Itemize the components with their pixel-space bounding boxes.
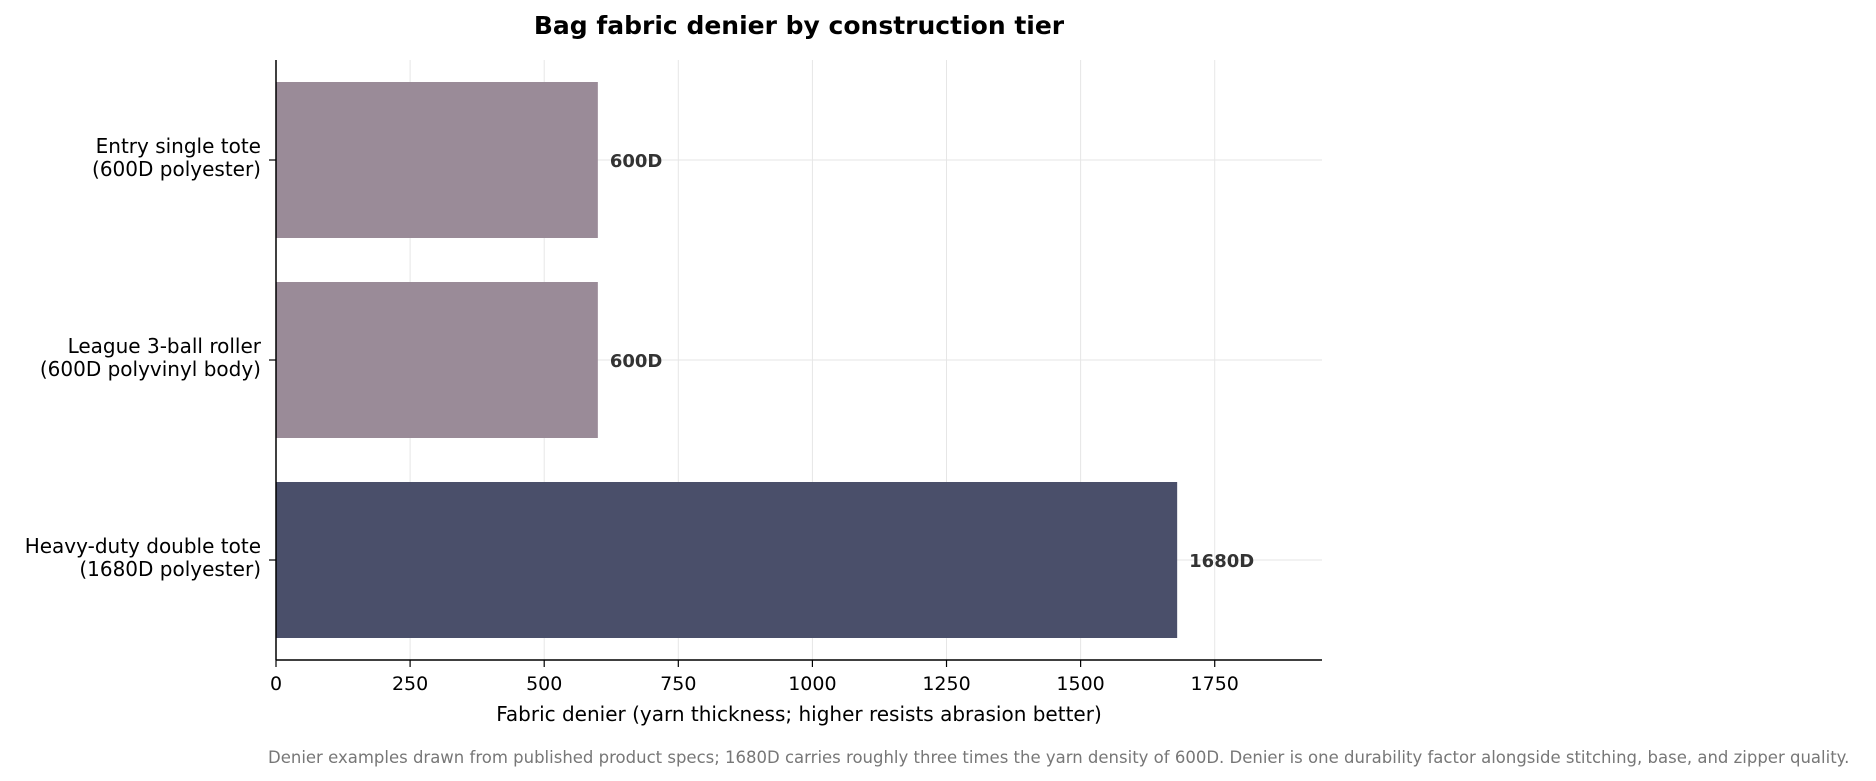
x-tick-label: 750: [660, 673, 696, 695]
y-tick-label: (600D polyester): [92, 157, 261, 181]
axis-layer: 0 250 500 750 1000 1250 1500 1750 Entry single t…: [25, 60, 1322, 695]
x-tick-label: 250: [392, 673, 428, 695]
bar-value-label: 1680D: [1189, 551, 1254, 572]
chart-title: Bag fabric denier by construction tier: [534, 11, 1065, 40]
x-tick-label: 1500: [1056, 673, 1104, 695]
x-tick-label: 0: [270, 673, 282, 695]
x-tick-label: 500: [526, 673, 562, 695]
x-tick-label: 1250: [922, 673, 970, 695]
bar: [276, 482, 1178, 638]
bar: [276, 82, 598, 238]
x-tick-label: 1000: [788, 673, 836, 695]
y-tick-label: League 3-ball roller: [68, 334, 262, 358]
x-axis-label: Fabric denier (yarn thickness; higher re…: [496, 702, 1102, 726]
bar-value-label: 600D: [610, 151, 663, 172]
y-tick-label: (600D polyvinyl body): [40, 357, 261, 381]
bar-value-label: 600D: [610, 351, 663, 372]
bar-layer: 600D 600D 1680D: [276, 82, 1254, 638]
y-tick-label: Entry single tote: [96, 134, 261, 158]
y-tick-label: (1680D polyester): [79, 557, 261, 581]
bar: [276, 282, 598, 438]
footnote: Denier examples drawn from published pro…: [268, 748, 1849, 767]
x-tick-label: 1750: [1191, 673, 1239, 695]
y-tick-label: Heavy-duty double tote: [25, 534, 261, 558]
